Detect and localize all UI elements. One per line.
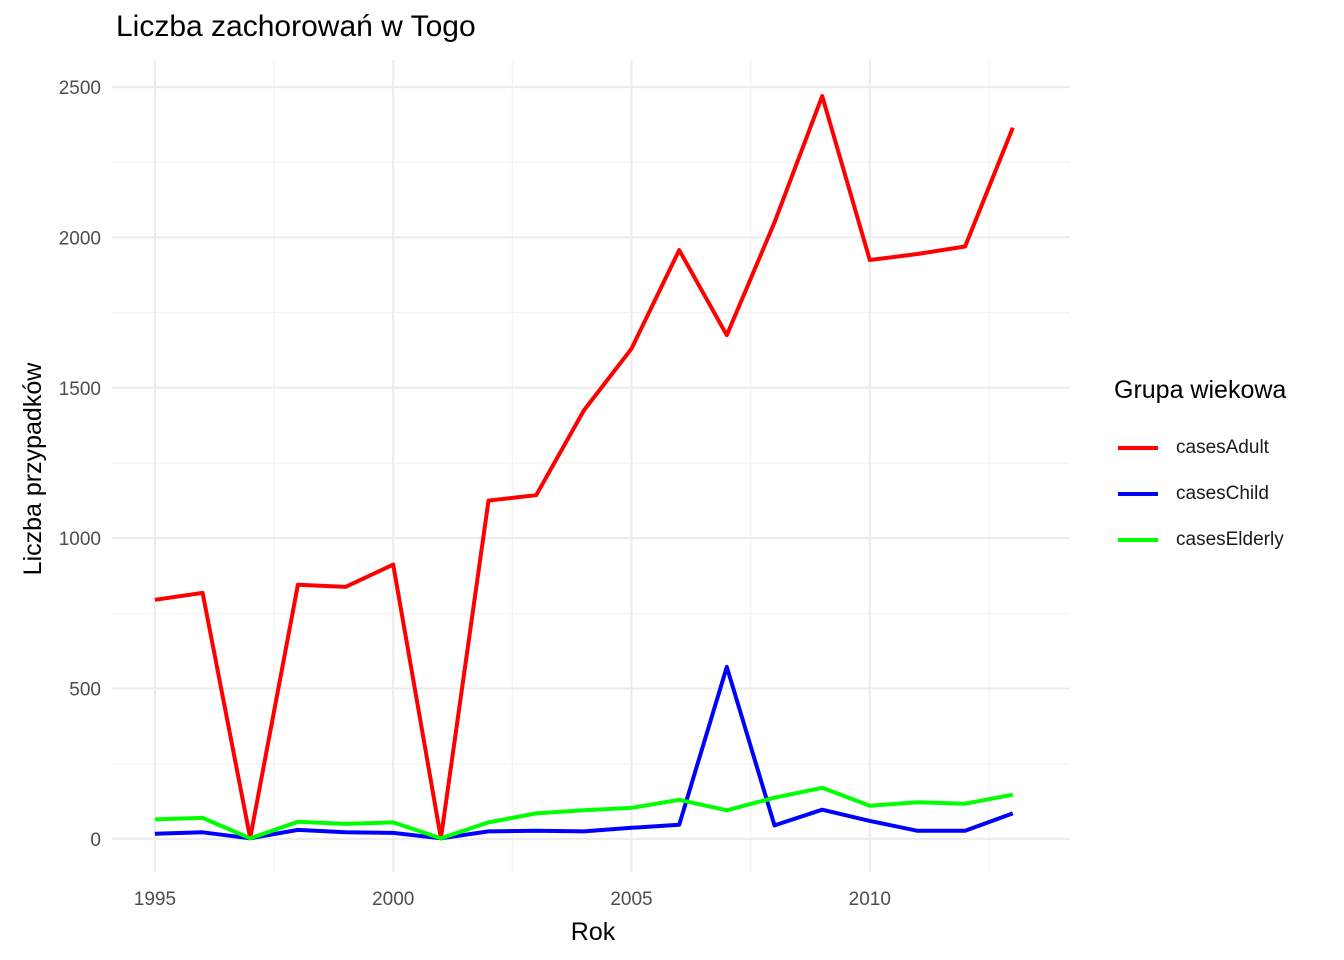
legend-key — [1118, 446, 1158, 450]
x-tick-label: 2010 — [849, 889, 891, 910]
grid-lines — [112, 60, 1070, 872]
legend: Grupa wiekowa casesAdult casesChild casesE… — [1114, 376, 1286, 563]
legend-key — [1118, 492, 1158, 496]
series-line-casesChild — [154, 664, 1014, 841]
y-tick-label: 1500 — [59, 379, 101, 400]
legend-item-casesElderly: casesElderly — [1114, 517, 1286, 563]
legend-key — [1118, 538, 1158, 542]
y-tick-label: 0 — [90, 830, 101, 851]
y-tick-label: 2000 — [59, 228, 101, 249]
y-tick-label: 1000 — [59, 529, 101, 550]
series-line-casesElderly — [154, 785, 1014, 841]
x-tick-label: 1995 — [134, 889, 176, 910]
x-tick-label: 2000 — [372, 889, 414, 910]
x-axis-ticks: 1995 2000 2005 2010 — [134, 889, 891, 910]
legend-label: casesElderly — [1176, 529, 1284, 550]
y-tick-label: 500 — [69, 680, 101, 701]
legend-label: casesAdult — [1176, 437, 1269, 458]
x-axis-title: Rok — [571, 918, 616, 946]
legend-item-casesAdult: casesAdult — [1114, 425, 1286, 471]
y-axis-ticks: 0 500 1000 1500 2000 2500 — [59, 78, 101, 851]
y-tick-label: 2500 — [59, 78, 101, 99]
chart-title: Liczba zachorowań w Togo — [116, 10, 476, 43]
y-axis-title: Liczba przypadków — [19, 362, 47, 576]
legend-item-casesChild: casesChild — [1114, 471, 1286, 517]
legend-items: casesAdult casesChild casesElderly — [1114, 425, 1286, 563]
series-line-casesAdult — [154, 94, 1015, 841]
legend-label: casesChild — [1176, 483, 1269, 504]
series-lines — [154, 94, 1015, 841]
legend-title: Grupa wiekowa — [1114, 376, 1287, 404]
x-tick-label: 2005 — [610, 889, 652, 910]
